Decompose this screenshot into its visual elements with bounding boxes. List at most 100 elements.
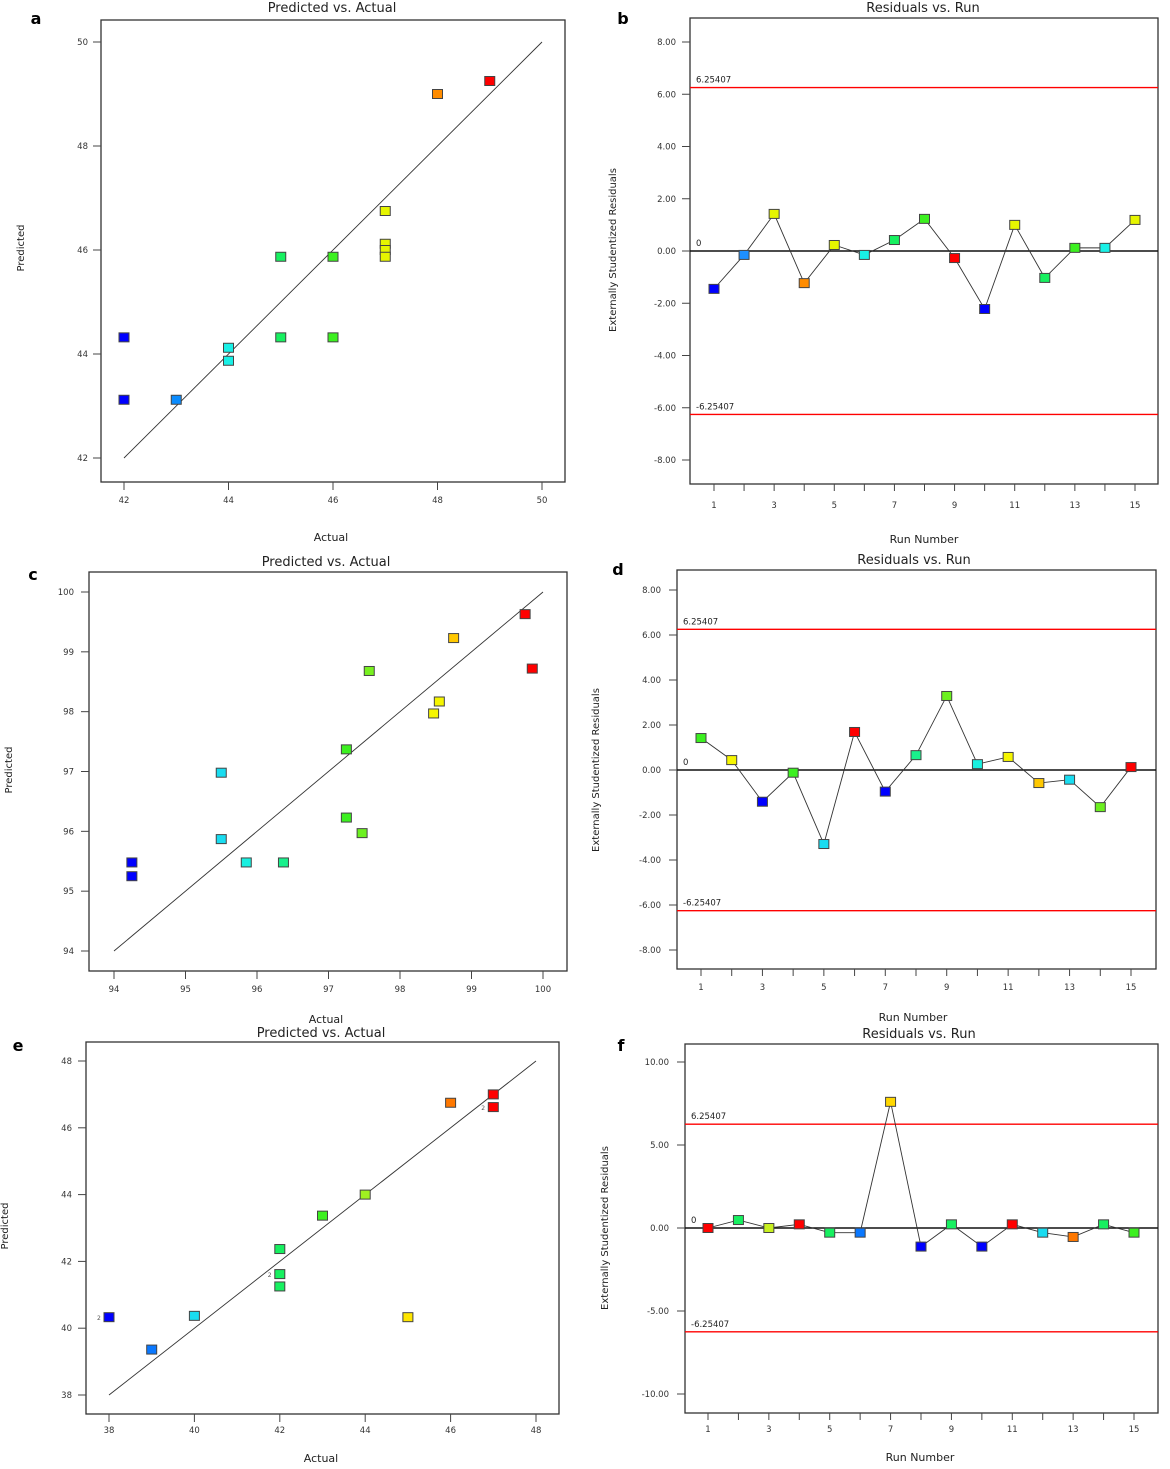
point-count-label: 2 <box>481 1105 485 1112</box>
data-point <box>702 1223 714 1233</box>
y-tick-label: -8.00 <box>654 456 676 466</box>
panel-letter: e <box>13 1036 24 1055</box>
x-tick-label: 95 <box>180 985 191 995</box>
x-tick-label: 5 <box>827 1425 832 1435</box>
chart-title: Predicted vs. Actual <box>257 1026 386 1041</box>
zero-label: 0 <box>696 239 701 249</box>
x-tick-label: 100 <box>535 985 551 995</box>
reference-line <box>113 591 544 952</box>
x-tick-label: 98 <box>395 985 406 995</box>
data-point <box>1067 1231 1079 1242</box>
data-point <box>888 235 900 246</box>
data-point <box>484 76 496 86</box>
y-tick-label: -4.00 <box>639 856 661 866</box>
data-point <box>1039 272 1051 283</box>
y-tick-label: 2.00 <box>642 721 661 731</box>
data-point <box>818 839 830 850</box>
data-point <box>732 1215 744 1226</box>
data-point <box>215 834 227 845</box>
y-tick-label: -2.00 <box>639 811 661 821</box>
data-point <box>854 1227 866 1238</box>
data-point <box>126 871 138 882</box>
x-tick-label: 48 <box>531 1426 542 1436</box>
x-tick-label: 11 <box>1007 1425 1018 1435</box>
data-point <box>448 633 460 644</box>
x-tick-label: 7 <box>888 1425 893 1435</box>
data-point <box>910 750 922 761</box>
zero-label: 0 <box>691 1216 696 1226</box>
y-tick-label: 38 <box>61 1391 72 1401</box>
zero-label: 0 <box>683 758 688 768</box>
x-axis-label: Actual <box>304 1452 338 1465</box>
x-tick-label: 7 <box>883 983 888 993</box>
data-point <box>356 828 368 839</box>
x-tick-label: 99 <box>466 985 477 995</box>
data-point <box>363 665 375 676</box>
y-tick-label: 2.00 <box>657 195 676 205</box>
chart-title: Residuals vs. Run <box>862 1027 975 1042</box>
panel-letter: f <box>618 1036 626 1055</box>
data-point <box>1006 1219 1018 1230</box>
x-tick-label: 9 <box>949 1425 954 1435</box>
x-tick-label: 48 <box>432 496 443 506</box>
panel-e: Predicted vs. Actual e Actual Predicted 38 40… <box>0 1026 560 1465</box>
y-axis-label: Externally Studentized Residuals <box>608 168 619 332</box>
chart-title: Predicted vs. Actual <box>268 1 397 16</box>
data-point <box>945 1219 957 1230</box>
plot-frame <box>100 19 566 483</box>
data-point <box>188 1310 200 1321</box>
x-tick-label: 9 <box>944 983 949 993</box>
data-point <box>275 251 287 262</box>
plot-frame <box>85 1041 560 1415</box>
data-point <box>1064 774 1076 785</box>
x-tick-label: 11 <box>1009 501 1020 511</box>
y-tick-label: 96 <box>63 827 74 837</box>
y-tick-label: -8.00 <box>639 946 661 956</box>
data-point <box>824 1227 836 1238</box>
y-tick-label: 97 <box>63 768 74 778</box>
upper-limit-label: 6.25407 <box>696 76 731 86</box>
x-tick-label: 46 <box>328 496 339 506</box>
panel-letter: a <box>31 9 42 28</box>
panel-a: Predicted vs. Actual a Actual Predicted 42 44… <box>16 1 566 544</box>
data-point <box>1098 1219 1110 1230</box>
data-point <box>879 786 891 797</box>
x-tick-label: 1 <box>705 1425 710 1435</box>
data-point <box>1125 762 1137 773</box>
data-point <box>340 744 352 755</box>
x-tick-label: 13 <box>1068 1425 1079 1435</box>
data-point <box>858 249 870 260</box>
data-point <box>756 796 768 807</box>
lower-limit-label: -6.25407 <box>691 1320 729 1330</box>
data-point <box>1037 1227 1049 1238</box>
panel-d: Residuals vs. Run d Run Number Externally S… <box>591 553 1157 1024</box>
x-tick-label: 42 <box>119 496 130 506</box>
data-point <box>340 812 352 823</box>
x-axis-label: Run Number <box>890 533 959 546</box>
x-tick-label: 13 <box>1064 983 1075 993</box>
x-tick-label: 1 <box>698 983 703 993</box>
x-tick-label: 96 <box>252 985 263 995</box>
x-tick-label: 40 <box>189 1426 200 1436</box>
x-tick-label: 11 <box>1003 983 1014 993</box>
y-tick-label: 0.00 <box>650 1224 669 1234</box>
data-point <box>708 283 720 294</box>
x-tick-label: 15 <box>1130 501 1141 511</box>
x-tick-label: 15 <box>1129 1425 1140 1435</box>
data-point <box>1094 802 1106 813</box>
data-point <box>793 1219 805 1230</box>
y-axis-label: Predicted <box>0 1203 11 1250</box>
y-axis-label: Externally Studentized Residuals <box>600 1146 611 1310</box>
y-tick-label: 42 <box>61 1257 72 1267</box>
x-axis-label: Run Number <box>879 1011 948 1024</box>
y-tick-label: 44 <box>77 350 88 360</box>
data-point <box>274 1244 286 1255</box>
x-tick-label: 3 <box>771 501 776 511</box>
data-point <box>118 394 130 405</box>
panel-f: Residuals vs. Run f Run Number Externally S… <box>600 1027 1159 1464</box>
y-tick-label: -10.00 <box>642 1390 669 1400</box>
data-point <box>979 303 991 314</box>
data-point <box>379 251 391 262</box>
y-tick-label: 8.00 <box>657 38 676 48</box>
